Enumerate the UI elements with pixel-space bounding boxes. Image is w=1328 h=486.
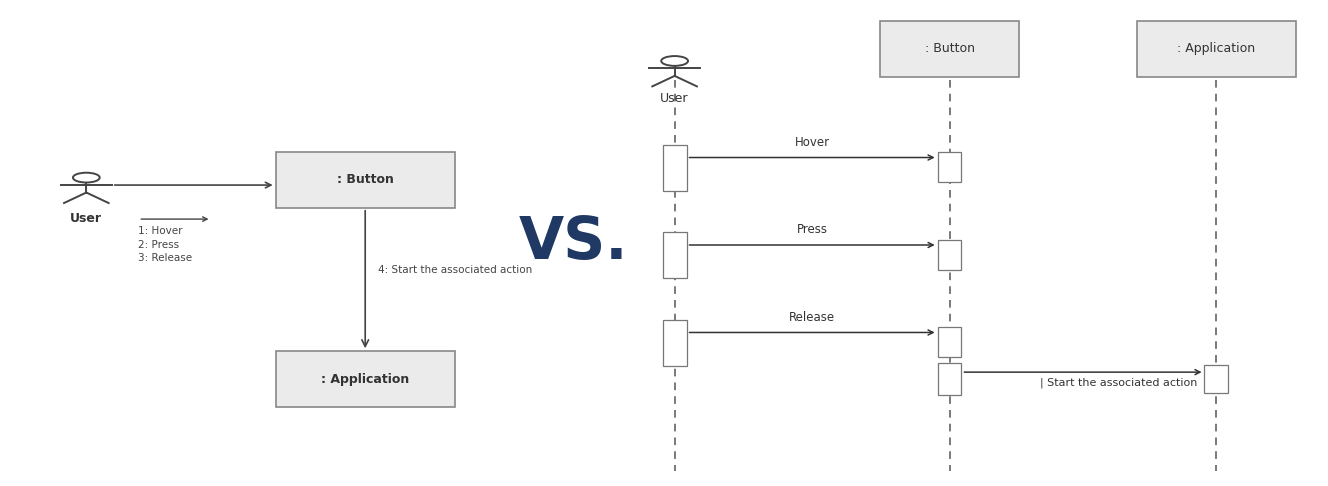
Bar bbox=[663, 232, 687, 278]
Text: Hover: Hover bbox=[794, 136, 830, 149]
Text: VS.: VS. bbox=[519, 214, 628, 272]
Bar bbox=[938, 240, 961, 270]
Bar bbox=[1137, 21, 1296, 76]
Text: User: User bbox=[660, 92, 689, 105]
Bar bbox=[938, 364, 961, 395]
Text: User: User bbox=[70, 212, 102, 225]
Text: : Application: : Application bbox=[1178, 42, 1255, 55]
Text: Press: Press bbox=[797, 223, 827, 236]
Bar bbox=[879, 21, 1019, 76]
Bar bbox=[663, 320, 687, 365]
Text: 1: Hover
2: Press
3: Release: 1: Hover 2: Press 3: Release bbox=[138, 226, 193, 263]
Text: : Button: : Button bbox=[337, 174, 393, 186]
Text: | Start the associated action: | Start the associated action bbox=[1040, 378, 1198, 388]
Bar bbox=[663, 144, 687, 191]
Bar bbox=[1204, 365, 1228, 393]
Bar bbox=[938, 153, 961, 182]
Bar bbox=[938, 328, 961, 357]
Bar bbox=[276, 351, 454, 407]
Text: : Button: : Button bbox=[924, 42, 975, 55]
Bar bbox=[276, 152, 454, 208]
Text: 4: Start the associated action: 4: Start the associated action bbox=[378, 265, 533, 275]
Text: : Application: : Application bbox=[321, 373, 409, 385]
Text: Release: Release bbox=[789, 311, 835, 324]
